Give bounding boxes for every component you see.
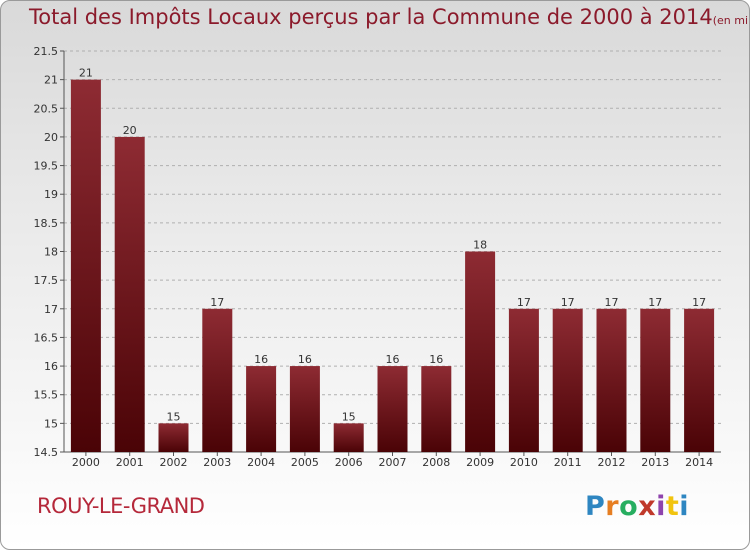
bar bbox=[508, 308, 539, 452]
y-tick-label: 15.5 bbox=[34, 389, 59, 402]
bar-value-label: 17 bbox=[517, 296, 531, 309]
x-tick-label: 2002 bbox=[160, 456, 188, 469]
logo-letter: i bbox=[656, 491, 666, 522]
bar bbox=[684, 308, 715, 452]
bar-value-label: 18 bbox=[473, 239, 487, 252]
bar bbox=[158, 423, 189, 452]
y-tick-label: 20 bbox=[44, 131, 58, 144]
title-unit: (en milliers d'€) bbox=[712, 14, 749, 27]
bar-value-label: 17 bbox=[605, 296, 619, 309]
proxiti-logo[interactable]: Proxiti bbox=[585, 491, 689, 522]
bar-value-label: 16 bbox=[429, 353, 443, 366]
x-tick-label: 2001 bbox=[116, 456, 144, 469]
bar-value-label: 16 bbox=[298, 353, 312, 366]
bar-value-label: 15 bbox=[167, 410, 181, 423]
bar-value-label: 16 bbox=[386, 353, 400, 366]
bar-value-label: 20 bbox=[123, 124, 137, 137]
bar bbox=[552, 308, 583, 452]
bar-value-label: 16 bbox=[254, 353, 268, 366]
bar-value-label: 17 bbox=[692, 296, 706, 309]
y-tick-label: 19 bbox=[44, 188, 58, 201]
bar bbox=[114, 136, 145, 452]
y-tick-label: 21.5 bbox=[34, 45, 59, 58]
bar bbox=[202, 308, 233, 452]
y-tick-label: 17.5 bbox=[34, 274, 59, 287]
bar bbox=[421, 366, 452, 452]
bar bbox=[289, 366, 320, 452]
y-tick-label: 19.5 bbox=[34, 160, 59, 173]
bar bbox=[640, 308, 671, 452]
logo-letter: t bbox=[665, 491, 680, 522]
x-tick-label: 2013 bbox=[641, 456, 669, 469]
x-tick-label: 2014 bbox=[685, 456, 713, 469]
bar-value-label: 17 bbox=[648, 296, 662, 309]
bar bbox=[70, 79, 101, 453]
bar bbox=[465, 251, 496, 452]
x-tick-label: 2011 bbox=[554, 456, 582, 469]
x-tick-label: 2006 bbox=[335, 456, 363, 469]
x-tick-label: 2000 bbox=[72, 456, 100, 469]
logo-letter: P bbox=[585, 491, 606, 522]
y-tick-label: 16.5 bbox=[34, 331, 59, 344]
x-tick-label: 2005 bbox=[291, 456, 319, 469]
bar bbox=[333, 423, 364, 452]
y-tick-label: 15 bbox=[44, 417, 58, 430]
x-tick-label: 2007 bbox=[379, 456, 407, 469]
logo-letter: x bbox=[638, 491, 657, 522]
bars bbox=[70, 79, 715, 453]
commune-name: ROUY-LE-GRAND bbox=[37, 494, 205, 518]
x-tick-label: 2004 bbox=[247, 456, 275, 469]
y-tick-label: 18.5 bbox=[34, 217, 59, 230]
y-tick-label: 14.5 bbox=[34, 446, 59, 459]
title-text: Total des Impôts Locaux perçus par la Co… bbox=[29, 5, 713, 29]
y-tick-label: 17 bbox=[44, 303, 58, 316]
x-tick-label: 2003 bbox=[203, 456, 231, 469]
chart-title: Total des Impôts Locaux perçus par la Co… bbox=[29, 5, 749, 29]
x-tick-label: 2010 bbox=[510, 456, 538, 469]
x-tick-label: 2009 bbox=[466, 456, 494, 469]
y-tick-label: 20.5 bbox=[34, 102, 59, 115]
y-tick-label: 18 bbox=[44, 246, 58, 259]
logo-letter: r bbox=[605, 491, 620, 522]
bar-value-label: 15 bbox=[342, 410, 356, 423]
bar bbox=[246, 366, 277, 452]
x-tick-label: 2008 bbox=[422, 456, 450, 469]
bar-value-label: 17 bbox=[210, 296, 224, 309]
y-tick-label: 16 bbox=[44, 360, 58, 373]
labels: 14.5 15 15.5 16 16.5 17 17.5 18 18.5 19 19.5 20 20.5… bbox=[34, 45, 714, 469]
logo-letter: o bbox=[619, 491, 639, 522]
x-tick-label: 2012 bbox=[598, 456, 626, 469]
bar bbox=[377, 366, 408, 452]
y-tick-label: 21 bbox=[44, 74, 58, 87]
bar bbox=[596, 308, 627, 452]
logo-letter: i bbox=[679, 491, 690, 522]
bar-value-label: 17 bbox=[561, 296, 575, 309]
bar-value-label: 21 bbox=[79, 67, 93, 80]
